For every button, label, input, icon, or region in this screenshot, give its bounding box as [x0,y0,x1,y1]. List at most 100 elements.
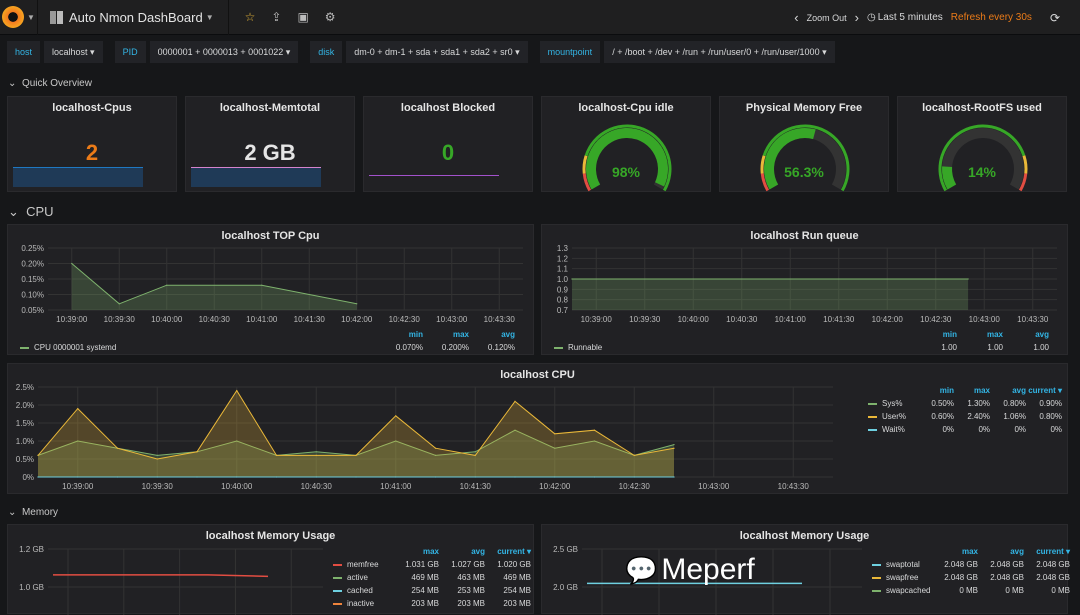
watermark: 💬 Meperf [625,553,755,586]
legend-item[interactable]: User% 0.60% 2.40% 1.06% 0.80% [868,410,1062,423]
data-point [673,447,675,449]
gauge-threshold [582,155,588,174]
legend-column-header[interactable]: avg [1010,547,1024,556]
legend-column-header[interactable]: max [422,547,439,556]
data-point [116,447,119,449]
series-color-swatch [872,576,881,579]
legend-item[interactable]: swapfree 2.048 GB 2.048 GB 2.048 GB [872,571,1070,584]
data-point [593,429,596,431]
legend-column-header[interactable]: current ▾ [497,547,531,556]
legend-item[interactable]: inactive 203 MB 203 MB 203 MB [333,597,531,610]
save-icon[interactable]: ▣ [297,10,309,24]
grafana-logo-menu[interactable]: ▼ [0,0,38,35]
data-point [236,440,238,442]
time-forward-icon[interactable]: › [854,10,859,25]
y-tick-label: 2.5 GB [553,545,578,554]
series-color-swatch [20,346,29,349]
zoom-out-button[interactable]: Zoom Out [806,12,847,23]
legend-column-header[interactable]: avg [1012,386,1026,395]
legend-column-header[interactable]: avg [471,547,485,556]
legend-header: max avg current ▾ [872,545,1070,558]
series-color-swatch [554,346,563,349]
x-tick-label: 10:41:30 [294,315,326,324]
data-point [434,447,437,449]
row-header-quick-overview[interactable]: ⌄ Quick Overview [8,78,92,89]
x-tick-label: 10:41:00 [775,315,807,324]
series-area-Sys% [38,430,674,477]
series-area-Runnable [572,279,969,310]
data-point [514,429,516,431]
variable-select-mountpoint[interactable]: / + /boot + /dev + /run + /run/user/0 + … [604,41,835,63]
x-tick-label: 10:43:00 [436,315,468,324]
legend-column-header[interactable]: max [973,386,990,395]
gauge-threshold [582,173,592,192]
legend-column-header[interactable]: avg [501,330,515,339]
y-tick-label: 1.3 [557,244,569,253]
stat-value: 0 [441,140,455,165]
sparkline [191,167,321,187]
data-point [261,284,263,286]
legend-item[interactable]: swapcached 0 MB 0 MB 0 MB [872,584,1070,597]
data-point [156,458,158,460]
refresh-icon[interactable]: ⟳ [1049,10,1060,25]
data-point [275,476,278,478]
variable-select-pid[interactable]: 0000001 + 0000013 + 0001022 ▾ [149,41,299,63]
series-color-swatch [868,415,877,418]
gauge-threshold [762,124,850,192]
series-color-swatch [333,576,342,579]
legend-column-header[interactable]: max [452,330,469,339]
data-point [395,440,397,442]
y-tick-label: 1.1 [557,265,569,274]
x-tick-label: 10:40:30 [726,315,758,324]
legend-item[interactable]: CPU 0000001 systemd 0.070% 0.200% 0.120% [20,341,515,354]
dashboard-title: Auto Nmon DashBoard [69,9,203,25]
refresh-interval[interactable]: Refresh every 30s [950,12,1032,23]
legend-column-header[interactable]: current ▾ [1028,386,1062,395]
variable-label-mountpoint: mountpoint [539,41,601,63]
dashboard-picker[interactable]: Auto Nmon DashBoard ▼ [38,0,229,35]
legend-column-header[interactable]: current ▾ [1036,547,1070,556]
time-range-picker[interactable]: Last 5 minutes [877,12,943,23]
legend-item[interactable]: active 469 MB 463 MB 469 MB [333,571,531,584]
legend-item[interactable]: Wait% 0% 0% 0% 0% [868,423,1062,436]
legend-column-header[interactable]: min [942,330,957,339]
legend-item[interactable]: cached 254 MB 253 MB 254 MB [333,584,531,597]
y-tick-label: 0.5% [16,455,34,464]
legend-item[interactable]: swaptotal 2.048 GB 2.048 GB 2.048 GB [872,558,1070,571]
data-point [434,454,437,456]
legend-column-header[interactable]: max [961,547,978,556]
time-back-icon[interactable]: ‹ [794,10,799,25]
data-point [633,476,635,478]
legend-column-header[interactable]: avg [1035,330,1049,339]
legend-column-header[interactable]: min [408,330,423,339]
x-tick-label: 10:39:00 [581,315,613,324]
data-point [355,454,357,456]
legend-item[interactable]: memfree 1.031 GB 1.027 GB 1.020 GB [333,558,531,571]
data-point [593,440,596,442]
variable-select-host[interactable]: localhost ▾ [44,41,103,63]
gauge-arc [938,124,1028,192]
data-point [116,476,119,478]
x-tick-label: 10:42:30 [619,482,651,491]
x-tick-label: 10:41:00 [246,315,278,324]
share-icon[interactable]: ⇪ [271,10,282,24]
x-tick-label: 10:43:30 [484,315,516,324]
star-icon[interactable]: ☆ [244,10,256,24]
legend-item[interactable]: Sys% 0.50% 1.30% 0.80% 0.90% [868,397,1062,410]
chart-svg: 0.05% 0.10% 0.15% 0.20% 0.25% 10:39:00 10:39:3… [21,244,523,324]
gear-icon[interactable]: ⚙ [324,10,336,24]
legend-header: min max avg [20,328,515,341]
variable-select-disk[interactable]: dm-0 + dm-1 + sda + sda1 + sda2 + sr0 ▾ [346,41,528,63]
gauge-threshold [1018,173,1028,192]
gauge-panel-memory-free: Physical Memory Free 56.3% [719,96,889,192]
data-point [118,303,120,305]
legend-column-header[interactable]: max [986,330,1003,339]
y-tick-label: 0.20% [21,260,44,269]
chart-svg: 0.70.8 0.91.01.1 1.21.3 10:39:00 10:39:30 10:… [557,244,1057,324]
data-point [554,433,556,435]
row-header-cpu[interactable]: ⌄ CPU [8,204,54,219]
legend-item[interactable]: Runnable 1.00 1.00 1.00 [554,341,1049,354]
row-header-memory[interactable]: ⌄ Memory [8,507,59,518]
legend-column-header[interactable]: min [939,386,954,395]
